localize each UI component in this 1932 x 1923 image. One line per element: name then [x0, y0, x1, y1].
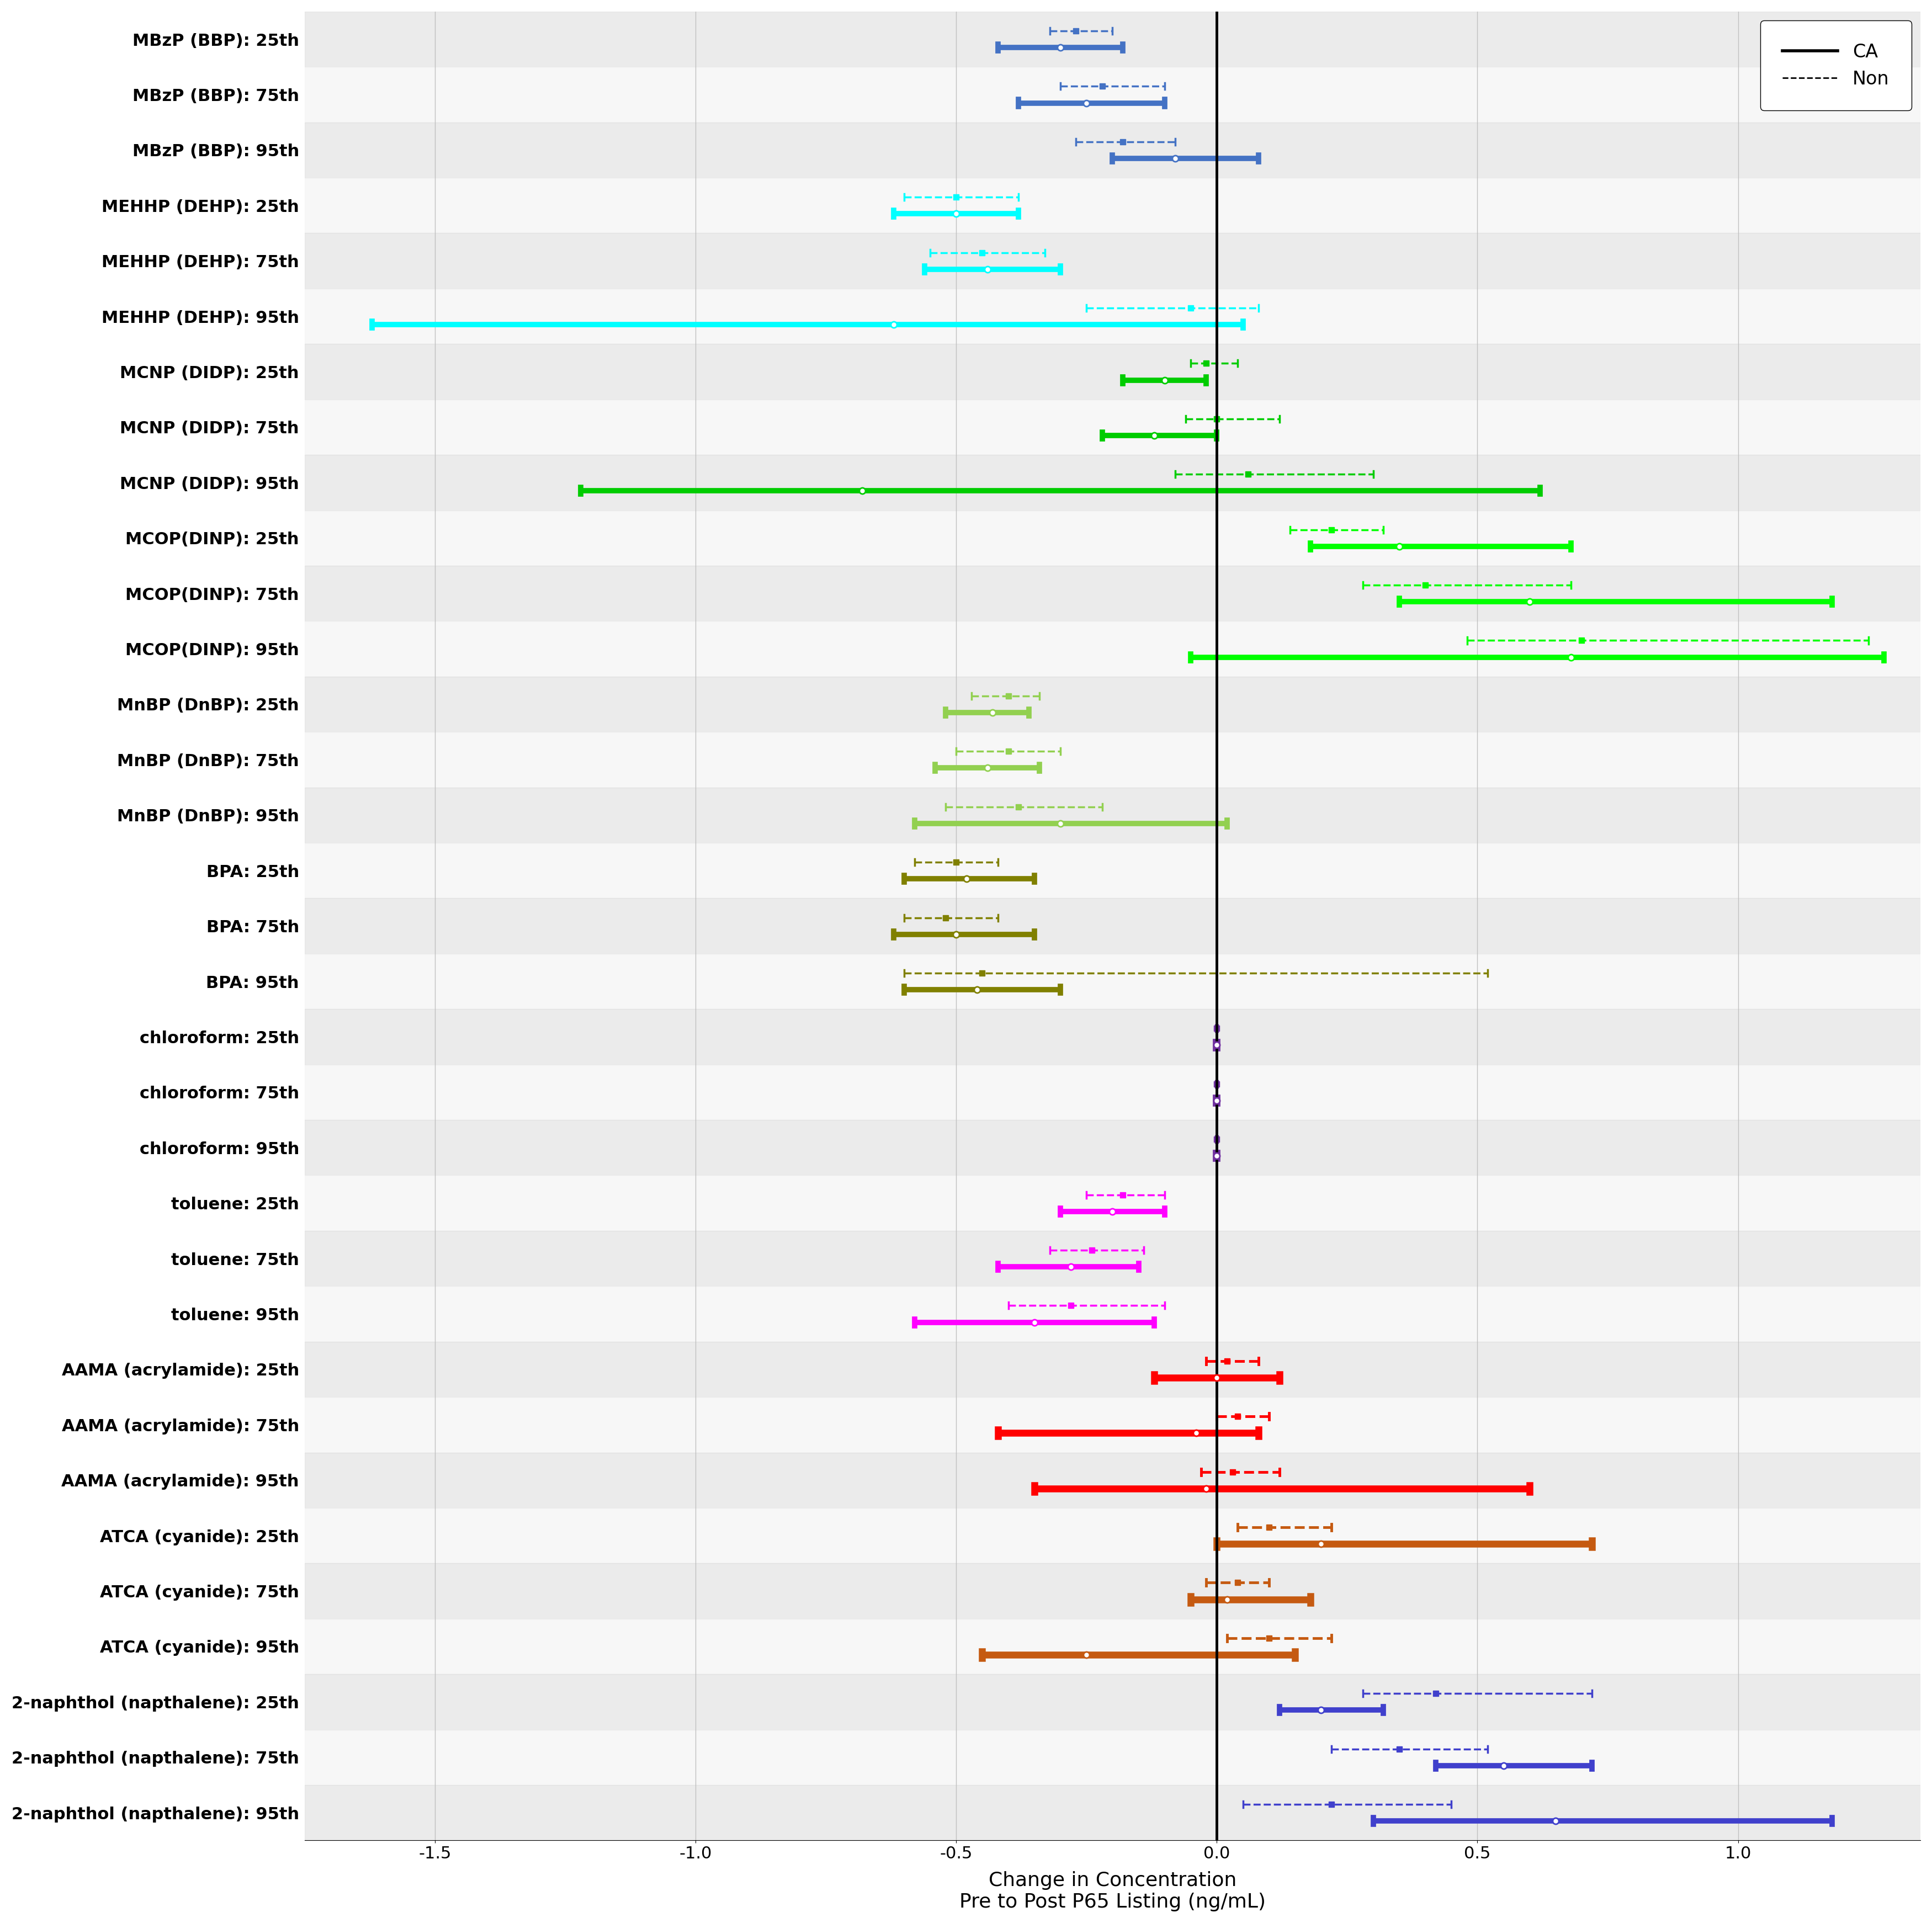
Bar [305, 733, 1920, 787]
Bar [305, 954, 1920, 1010]
Bar [305, 1286, 1920, 1342]
Bar [305, 123, 1920, 177]
X-axis label: Change in Concentration
Pre to Post P65 Listing (ng/mL): Change in Concentration Pre to Post P65 … [960, 1871, 1265, 1911]
Bar [305, 12, 1920, 67]
Bar [305, 67, 1920, 123]
Bar [305, 510, 1920, 565]
Bar [305, 1065, 1920, 1119]
Bar [305, 1231, 1920, 1286]
Bar [305, 288, 1920, 344]
Bar [305, 1508, 1920, 1563]
Bar [305, 177, 1920, 233]
Bar [305, 1619, 1920, 1675]
Bar [305, 1729, 1920, 1785]
Bar [305, 1452, 1920, 1508]
Bar [305, 1119, 1920, 1175]
Bar [305, 400, 1920, 456]
Bar [305, 1396, 1920, 1452]
Bar [305, 1563, 1920, 1619]
Bar [305, 677, 1920, 733]
Bar [305, 565, 1920, 621]
Bar [305, 787, 1920, 842]
Bar [305, 898, 1920, 954]
Bar [305, 344, 1920, 400]
Bar [305, 842, 1920, 898]
Bar [305, 1675, 1920, 1729]
Bar [305, 1342, 1920, 1396]
Bar [305, 233, 1920, 288]
Bar [305, 456, 1920, 510]
Bar [305, 1175, 1920, 1231]
Legend: CA, Non: CA, Non [1760, 21, 1911, 110]
Bar [305, 1010, 1920, 1065]
Bar [305, 621, 1920, 677]
Bar [305, 1785, 1920, 1840]
